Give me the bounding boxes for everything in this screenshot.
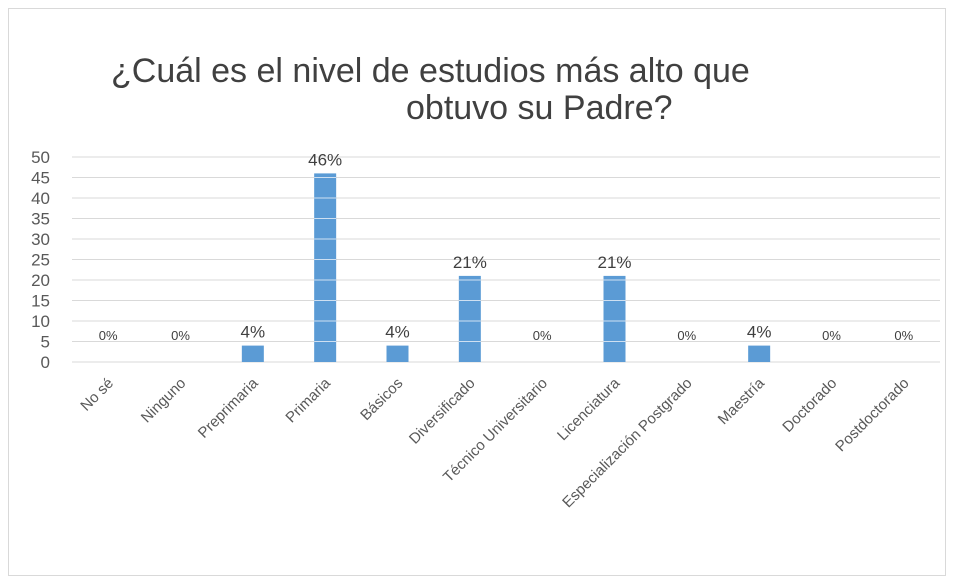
bar [241, 345, 264, 362]
data-label: 4% [747, 323, 772, 342]
data-label: 4% [385, 323, 410, 342]
category-label: Maestría [715, 374, 769, 428]
category-label: Doctorado [779, 375, 840, 436]
y-tick-label: 20 [31, 271, 50, 290]
category-label: Ninguno [138, 375, 190, 427]
y-tick-label: 0 [41, 353, 50, 372]
data-label: 21% [453, 253, 487, 272]
y-tick-label: 5 [41, 333, 50, 352]
data-label: 0% [533, 328, 552, 343]
data-label: 0% [894, 328, 913, 343]
y-tick-label: 40 [31, 189, 50, 208]
data-label: 0% [822, 328, 841, 343]
y-tick-label: 45 [31, 169, 50, 188]
chart-title-line-2: obtuvo su Padre? [406, 89, 673, 127]
category-label: Postdoctorado [832, 375, 912, 455]
y-tick-label: 15 [31, 292, 50, 311]
data-label: 4% [241, 323, 266, 342]
bar [603, 275, 626, 362]
y-tick-label: 30 [31, 230, 50, 249]
bar [458, 275, 481, 362]
y-tick-label: 50 [31, 148, 50, 167]
category-label: Especialización Postgrado [559, 375, 695, 511]
data-label: 0% [99, 328, 118, 343]
bar [314, 173, 337, 362]
data-label: 21% [597, 253, 631, 272]
data-label: 0% [171, 328, 190, 343]
category-label: Preprimaria [195, 374, 262, 441]
category-label: Diversificado [406, 375, 479, 448]
category-label: No sé [77, 375, 117, 415]
category-label: Primaria [282, 374, 334, 426]
data-label: 0% [677, 328, 696, 343]
chart-title-line-1: ¿Cuál es el nivel de estudios más alto q… [111, 52, 750, 90]
y-tick-label: 25 [31, 251, 50, 270]
bar [748, 345, 771, 362]
y-tick-label: 35 [31, 210, 50, 229]
data-label: 46% [308, 150, 342, 169]
category-label: Licenciatura [554, 374, 624, 444]
bar [386, 345, 409, 362]
category-label: Básicos [357, 375, 406, 424]
y-tick-label: 10 [31, 312, 50, 331]
